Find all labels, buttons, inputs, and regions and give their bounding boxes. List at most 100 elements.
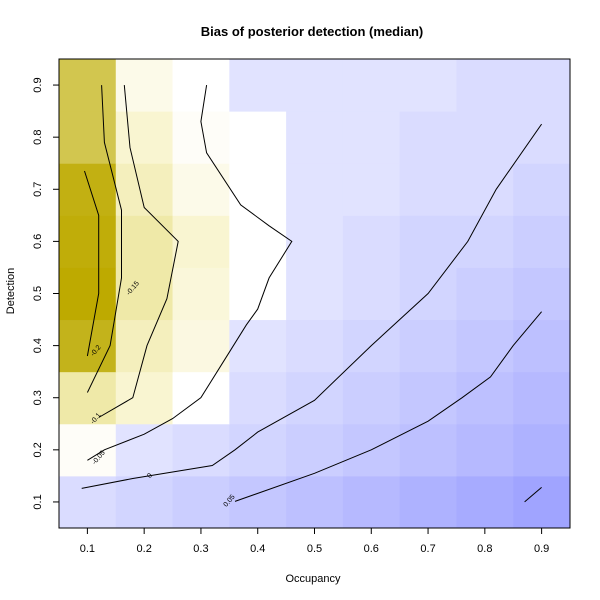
heatmap-cell	[229, 371, 287, 425]
heatmap-cell	[229, 267, 287, 321]
heatmap-cell	[59, 319, 117, 373]
heatmap-cell	[342, 215, 401, 268]
heatmap-cell	[286, 111, 344, 164]
heatmap-cell	[342, 111, 401, 164]
heatmap-cell	[456, 423, 514, 477]
heatmap-cell	[59, 59, 117, 112]
heatmap-cell	[59, 371, 117, 425]
chart-title: Bias of posterior detection (median)	[201, 24, 423, 39]
heatmap-cell	[229, 59, 287, 112]
x-tick-label: 0.4	[250, 543, 265, 555]
heatmap-cell	[513, 475, 571, 529]
heatmap-cell	[456, 163, 514, 216]
heatmap-cell	[513, 267, 571, 321]
contour-line	[87, 85, 293, 461]
heatmap-cell	[286, 267, 344, 321]
y-tick-label: 0.4	[32, 338, 44, 353]
heatmap-cell	[115, 111, 174, 164]
heatmap-cell	[115, 267, 174, 321]
heatmap-cell	[456, 475, 514, 529]
heatmap-cell	[59, 163, 117, 216]
heatmap-cell	[456, 267, 514, 321]
heatmap-cell	[286, 475, 344, 529]
contour-line	[234, 311, 542, 502]
y-tick-label: 0.8	[32, 130, 44, 145]
heatmap-cell	[456, 215, 514, 268]
contour-line	[86, 85, 122, 393]
x-tick-label: 0.8	[477, 543, 492, 555]
heatmap-cell	[172, 59, 230, 112]
heatmap-cell	[399, 111, 457, 164]
contour-line	[84, 170, 100, 357]
heatmap-cell	[115, 59, 174, 112]
x-tick-label: 0.6	[364, 543, 379, 555]
contour-lines	[81, 85, 543, 503]
heatmap-cell	[399, 215, 457, 268]
y-tick-label: 0.1	[32, 494, 44, 509]
heatmap-cell	[456, 111, 514, 164]
y-tick-label: 0.6	[32, 234, 44, 249]
heatmap-cell	[456, 59, 514, 112]
contour-line	[98, 85, 179, 418]
heatmap-cell	[286, 215, 344, 268]
heatmap-cell	[115, 215, 174, 268]
heatmap-cell	[59, 475, 117, 529]
contour-line	[81, 123, 543, 489]
heatmap-cell	[399, 319, 457, 373]
heatmap-cell	[59, 423, 117, 477]
heatmap-cells	[59, 59, 571, 529]
heatmap-cell	[342, 163, 401, 216]
y-tick-label: 0.5	[32, 286, 44, 301]
heatmap-cell	[286, 423, 344, 477]
y-tick-label: 0.3	[32, 390, 44, 405]
heatmap-cell	[115, 423, 174, 477]
heatmap-cell	[399, 371, 457, 425]
contour-label: 0	[146, 472, 154, 480]
heatmap-cell	[513, 371, 571, 425]
heatmap-cell	[399, 475, 457, 529]
heatmap-cell	[513, 111, 571, 164]
y-tick-label: 0.2	[32, 442, 44, 457]
x-tick-label: 0.7	[420, 543, 435, 555]
heatmap-cell	[172, 215, 230, 268]
heatmap-cell	[513, 215, 571, 268]
x-tick-label: 0.1	[80, 543, 95, 555]
x-axis-label: Occupancy	[285, 573, 341, 585]
heatmap-cell	[115, 475, 174, 529]
heatmap-cell	[115, 371, 174, 425]
heatmap-cell	[342, 59, 401, 112]
heatmap-cell	[172, 163, 230, 216]
y-tick-label: 0.9	[32, 77, 44, 92]
heatmap-cell	[399, 59, 457, 112]
heatmap-cell	[399, 423, 457, 477]
heatmap-cell	[286, 163, 344, 216]
heatmap-cell	[342, 371, 401, 425]
x-tick-label: 0.2	[137, 543, 152, 555]
y-axis-label: Detection	[5, 268, 17, 314]
heatmap-cell	[513, 59, 571, 112]
heatmap-cell	[342, 475, 401, 529]
contour-line	[524, 487, 542, 503]
heatmap-cell	[172, 319, 230, 373]
x-tick-label: 0.5	[307, 543, 322, 555]
heatmap-cell	[172, 475, 230, 529]
plot-frame	[58, 58, 571, 529]
x-axis: 0.1 0.2 0.3 0.4 0.5 0.6 0.7 0.8 0.9	[80, 528, 549, 555]
heatmap-cell	[172, 423, 230, 477]
heatmap-cell	[115, 319, 174, 373]
heatmap-cell	[286, 371, 344, 425]
y-axis: 0.1 0.2 0.3 0.4 0.5 0.6 0.7 0.8 0.9	[32, 77, 59, 510]
heatmap-cell	[513, 319, 571, 373]
heatmap-cell	[59, 267, 117, 321]
heatmap-cell	[513, 423, 571, 477]
y-tick-label: 0.7	[32, 182, 44, 197]
heatmap-cell	[513, 163, 571, 216]
heatmap-cell	[229, 215, 287, 268]
heatmap-cell	[229, 163, 287, 216]
heatmap-cell	[286, 59, 344, 112]
x-tick-label: 0.3	[193, 543, 208, 555]
heatmap-cell	[59, 215, 117, 268]
heatmap-cell	[399, 163, 457, 216]
heatmap-cell	[456, 319, 514, 373]
